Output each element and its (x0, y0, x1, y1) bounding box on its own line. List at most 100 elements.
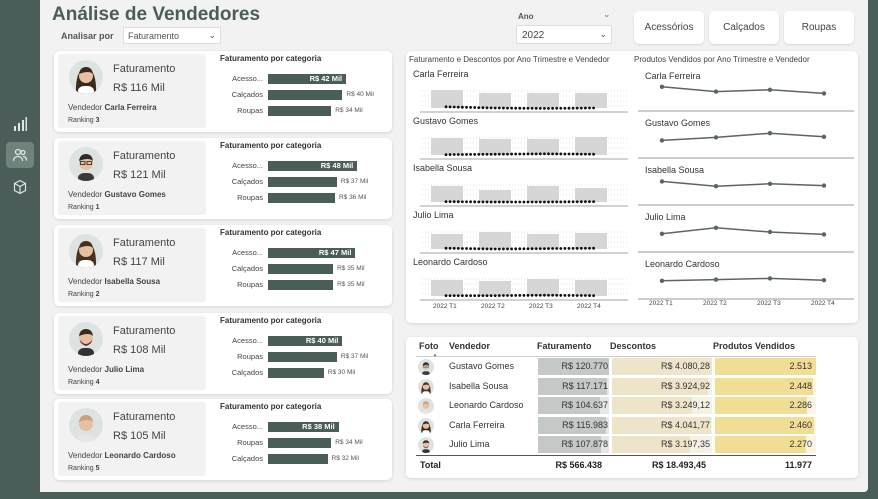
categoria-bar-row[interactable]: Roupas R$ 37 Mil (220, 351, 390, 363)
produtos-line (661, 86, 825, 95)
categoria-bar[interactable] (268, 74, 347, 84)
faturamento-bar (575, 188, 607, 202)
categoria-bar-row[interactable]: Acesso... R$ 48 Mil (220, 160, 390, 172)
ano-select[interactable]: 2022 ⌄ (516, 25, 612, 44)
vendedor-label: Vendedor (68, 103, 103, 112)
categoria-bar-row[interactable]: Calçados R$ 30 Mil (220, 367, 390, 379)
total-descontos: R$ 18.493,45 (651, 460, 706, 470)
categoria-bar-row[interactable]: Roupas R$ 34 Mil (220, 437, 390, 449)
categoria-bar-row[interactable]: Calçados R$ 40 Mil (220, 89, 390, 101)
categoria-bar-row[interactable]: Roupas R$ 34 Mil (220, 105, 390, 117)
sidebar (0, 0, 40, 499)
descontos-cell (612, 397, 712, 414)
seller-card[interactable]: Faturamento R$ 105 Mil Vendedor Leonardo C… (54, 399, 392, 480)
desconto-point (506, 106, 509, 110)
desconto-point (530, 247, 534, 251)
header-produtos[interactable]: Produtos Vendidos (713, 341, 796, 351)
desconto-point (526, 200, 530, 204)
faturamento-value: R$ 104.637 (561, 400, 608, 410)
chart-title-faturamento: Faturamento e Descontos por Ano Trimestr… (409, 55, 610, 64)
desconto-point (518, 106, 522, 110)
acessorios-button[interactable]: Acessórios (634, 11, 704, 44)
roupas-button[interactable]: Roupas (784, 11, 854, 44)
desconto-point (514, 294, 518, 297)
categoria-bar-row[interactable]: Acesso... R$ 38 Mil (220, 421, 390, 433)
small-multiples-chart (420, 84, 854, 301)
chevron-down-icon[interactable]: ⌄ (603, 9, 611, 19)
seller-card[interactable]: Faturamento R$ 117 Mil Vendedor Isabella S… (54, 225, 392, 306)
categoria-bar[interactable] (268, 336, 343, 346)
categoria-chart-title: Faturamento por categoria (220, 141, 322, 150)
descontos-value: R$ 4.080,28 (660, 361, 710, 371)
desconto-point (559, 200, 563, 204)
header-foto[interactable]: Foto (419, 341, 439, 351)
produtos-point (767, 229, 773, 235)
produtos-point (767, 276, 773, 281)
desconto-point (493, 247, 497, 251)
table-row[interactable]: Leonardo Cardoso R$ 104.637 R$ 3.249,12 2.2… (416, 396, 816, 415)
descontos-cell (612, 358, 712, 375)
table-row[interactable]: Julio Lima R$ 107.878 R$ 3.197,35 2.270 (416, 435, 816, 454)
seller-card[interactable]: Faturamento R$ 116 Mil Vendedor Carla Ferr… (54, 51, 392, 132)
desconto-point (555, 106, 559, 110)
categoria-bar-row[interactable]: Acesso... R$ 47 Mil (220, 247, 390, 259)
vendedor-line: Vendedor Julio Lima (68, 365, 144, 374)
categoria-bar[interactable] (268, 454, 328, 464)
header-vendedor[interactable]: Vendedor (449, 341, 491, 351)
categoria-bar[interactable] (268, 438, 332, 448)
ranking-value: 1 (95, 204, 100, 211)
x-tick-label: 2022 T2 (703, 300, 727, 307)
table-row[interactable]: Carla Ferreira R$ 115.983 R$ 4.041,77 2.460 (416, 416, 816, 435)
table-row[interactable]: Gustavo Gomes R$ 120.770 R$ 4.080,28 2.513 (416, 357, 816, 376)
categoria-bar[interactable] (268, 368, 324, 378)
categoria-bar[interactable] (268, 106, 332, 116)
categoria-bar[interactable] (268, 352, 337, 362)
produtos-point (767, 131, 773, 136)
desconto-point (567, 152, 571, 156)
ranking-value: 3 (95, 117, 100, 124)
categoria-bar[interactable] (268, 248, 356, 258)
categoria-bar[interactable] (268, 422, 339, 432)
categoria-bar[interactable] (268, 161, 358, 171)
categoria-bar-row[interactable]: Calçados R$ 37 Mil (220, 176, 390, 188)
desconto-point (538, 106, 542, 110)
categoria-bar-row[interactable]: Roupas R$ 36 Mil (220, 192, 390, 204)
categoria-bar-value: R$ 32 Mil (331, 455, 359, 462)
header-faturamento[interactable]: Faturamento (537, 341, 592, 351)
desconto-point (514, 106, 518, 110)
categoria-bar[interactable] (268, 90, 343, 100)
categoria-bar[interactable] (268, 177, 337, 187)
header-descontos[interactable]: Descontos (610, 341, 657, 351)
vendedor-line: Vendedor Leonardo Cardoso (68, 451, 176, 460)
categoria-bar-row[interactable]: Calçados R$ 35 Mil (220, 263, 390, 275)
ranking-value: 2 (95, 291, 100, 298)
categoria-bar[interactable] (268, 264, 334, 274)
bar-chart-icon[interactable] (6, 111, 34, 137)
ranking-label: Ranking (68, 204, 94, 211)
vendedor-cell: Gustavo Gomes (449, 361, 515, 371)
analisar-por-select[interactable]: Faturamento ⌄ (123, 27, 221, 44)
categoria-bar-row[interactable]: Roupas R$ 35 Mil (220, 279, 390, 291)
categoria-bar-row[interactable]: Calçados R$ 32 Mil (220, 453, 390, 465)
categoria-bar[interactable] (268, 193, 335, 203)
faturamento-value: R$ 108 Mil (113, 344, 166, 356)
seller-card[interactable]: Faturamento R$ 108 Mil Vendedor Julio Lima… (54, 313, 392, 394)
cube-icon[interactable] (6, 174, 34, 200)
total-produtos: 11.977 (784, 460, 812, 470)
descontos-value: R$ 3.924,92 (660, 380, 710, 391)
categoria-bar-value: R$ 40 Mil (346, 91, 374, 98)
desconto-point (502, 294, 505, 297)
desconto-point (444, 200, 448, 204)
panel-seller-name: Gustavo Gomes (645, 118, 711, 128)
desconto-point (489, 106, 493, 110)
desconto-point (481, 152, 485, 156)
categoria-bar-row[interactable]: Acesso... R$ 42 Mil (220, 73, 390, 85)
users-icon[interactable] (6, 142, 34, 168)
desconto-point (473, 152, 477, 156)
categoria-bar-row[interactable]: Acesso... R$ 40 Mil (220, 335, 390, 347)
calcados-button[interactable]: Calçados (709, 11, 779, 44)
panel-seller-name: Leonardo Cardoso (645, 259, 720, 269)
seller-card[interactable]: Faturamento R$ 121 Mil Vendedor Gustavo Go… (54, 138, 392, 219)
categoria-bar[interactable] (268, 280, 334, 290)
table-row[interactable]: Isabella Sousa R$ 117.171 R$ 3.924,92 2.448 (416, 377, 816, 396)
